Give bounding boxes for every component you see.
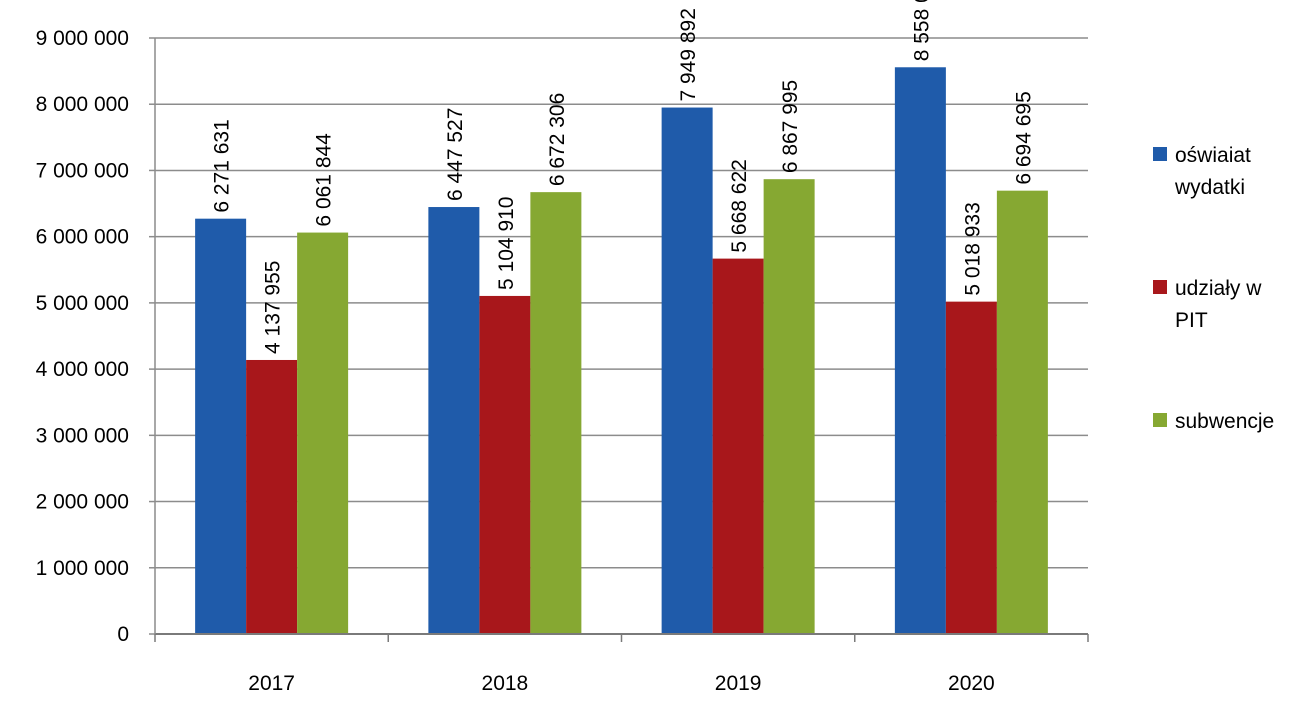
legend-label: oświaiat [1175,144,1251,167]
y-tick-label: 7 000 000 [36,159,129,182]
data-label: 4 137 955 [262,261,285,354]
y-axis-ticks: 0 1 000 000 2 000 000 3 000 000 4 000 000 5 0… [36,27,155,646]
bar [712,258,764,634]
data-label: 6 271 631 [211,119,234,212]
y-tick-label: 6 000 000 [36,226,129,249]
y-tick-label: 2 000 000 [36,491,129,514]
bar [428,207,480,634]
y-tick-label: 4 000 000 [36,358,129,381]
bar [661,107,713,635]
y-tick-label: 8 000 000 [36,93,129,116]
bar [894,67,946,635]
legend-swatch [1153,147,1167,161]
data-label: 6 867 995 [779,80,802,173]
bar [945,301,997,634]
legend-swatch [1153,280,1167,294]
y-tick-label: 0 [117,623,129,646]
bar [297,232,349,634]
legend-label: wydatki [1174,176,1245,199]
bar [479,295,531,634]
data-label: 6 447 527 [444,108,467,201]
y-tick-label: 1 000 000 [36,557,129,580]
legend-label: PIT [1175,309,1208,332]
y-tick-label: 5 000 000 [36,292,129,315]
data-label: 6 061 844 [313,133,336,227]
x-axis-categories: 2017 2018 2019 2020 [248,672,994,695]
data-label: 5 018 933 [961,202,984,295]
x-category-label: 2017 [248,672,295,695]
y-tick-label: 3 000 000 [36,424,129,447]
bar [246,359,298,634]
x-axis [154,38,1089,642]
data-label: 5 668 622 [728,159,751,252]
x-category-label: 2020 [948,672,995,695]
bars [195,67,1048,635]
bar [763,179,815,635]
bar [530,192,582,634]
x-category-label: 2018 [482,672,529,695]
legend-swatch [1153,413,1167,427]
legend-label: udziały w [1175,277,1262,300]
y-tick-label: 9 000 000 [36,27,129,50]
data-label: 7 949 892 [677,8,700,101]
data-labels: 6 271 631 4 137 955 6 061 844 6 447 527 5 10… [211,0,1036,354]
data-label: 6 672 306 [546,93,569,186]
data-label: 6 694 695 [1012,91,1035,184]
bar [996,190,1048,634]
bar [195,218,247,635]
data-label: 8 558 003 [910,0,933,61]
data-label: 5 104 910 [495,197,518,290]
legend: oświaiat wydatki udziały w PIT subwencje [1153,144,1274,433]
x-category-label: 2019 [715,672,762,695]
legend-label: subwencje [1175,410,1274,433]
